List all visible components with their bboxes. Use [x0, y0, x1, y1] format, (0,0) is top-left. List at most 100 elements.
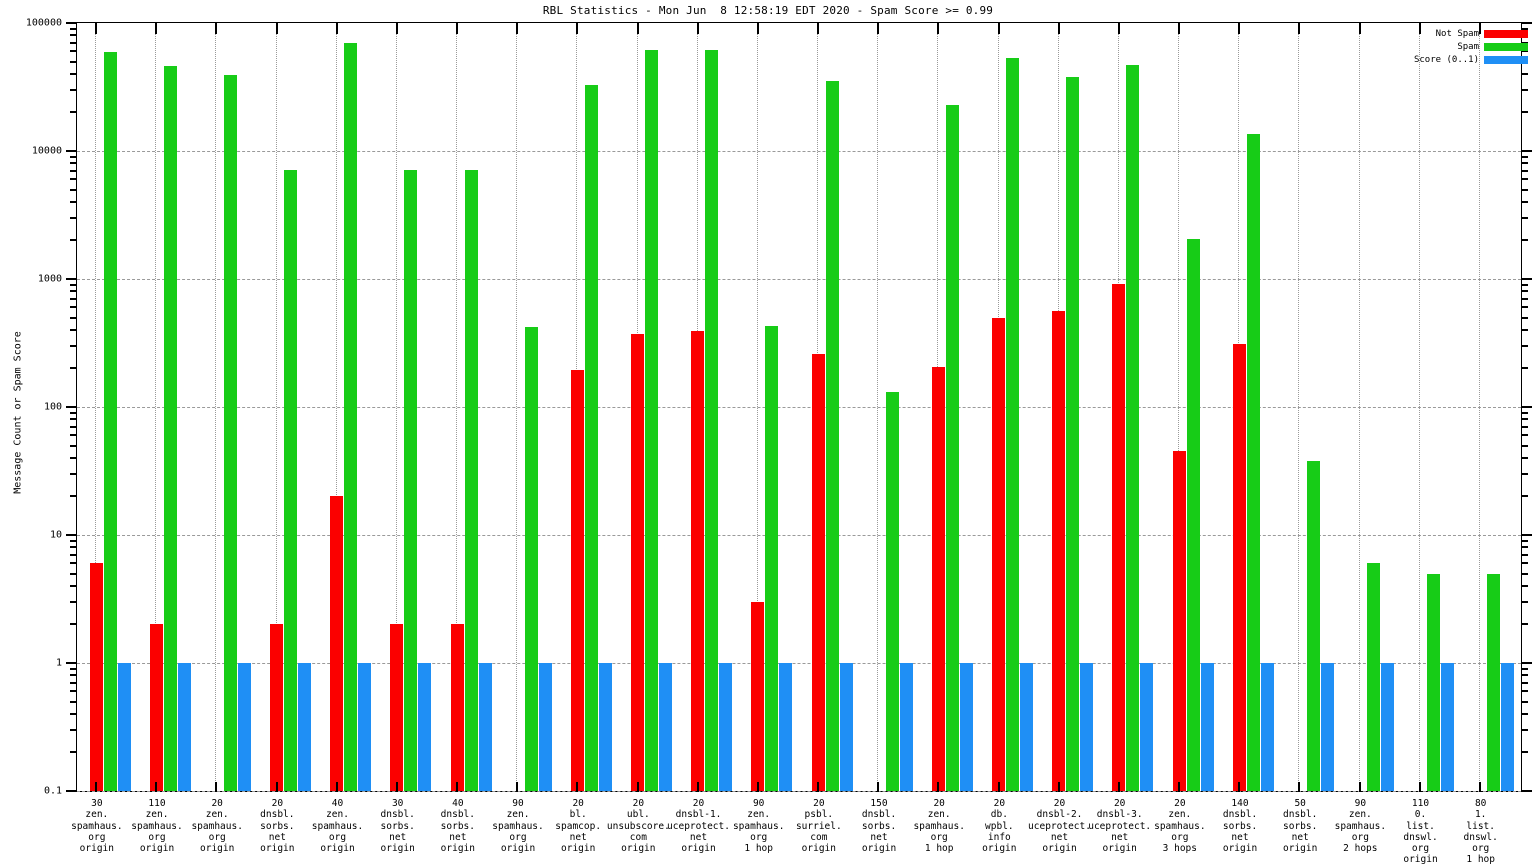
y-axis-minor-tick-right [1521, 728, 1528, 731]
y-axis-minor-tick-right [1521, 50, 1528, 53]
y-axis-minor-tick-right [1521, 674, 1528, 677]
y-axis-minor-tick [70, 306, 77, 309]
y-axis-tick [66, 662, 77, 664]
y-axis-minor-tick [70, 155, 77, 158]
bar-not-spam [751, 601, 765, 791]
y-axis-minor-tick-right [1521, 169, 1528, 172]
y-axis-minor-tick-right [1521, 539, 1528, 542]
y-axis-minor-tick [70, 584, 77, 587]
x-axis-tick-top [696, 23, 699, 34]
bar-not-spam [1052, 311, 1066, 791]
y-axis-minor-tick [70, 425, 77, 428]
y-axis-minor-tick-right [1521, 178, 1528, 181]
bar-spam [103, 52, 117, 791]
bar-score [1020, 663, 1034, 791]
y-axis-minor-tick-right [1521, 546, 1528, 549]
x-axis-tick-bottom [215, 782, 218, 792]
bar-spam [1246, 134, 1260, 791]
x-gridline [1478, 23, 1480, 791]
y-axis-minor-tick-right [1521, 600, 1528, 603]
y-axis-minor-tick [70, 60, 77, 63]
y-axis-minor-tick-right [1521, 155, 1528, 158]
x-gridline [395, 23, 397, 791]
x-axis-tick-bottom [636, 782, 639, 792]
bar-not-spam [330, 496, 344, 791]
x-axis-tick-bottom [275, 782, 278, 792]
y-axis-minor-tick [70, 674, 77, 677]
y-axis-minor-tick [70, 290, 77, 293]
x-axis-tick-top [1418, 23, 1421, 34]
y-axis-minor-tick [70, 162, 77, 165]
bar-score [1381, 663, 1395, 791]
bar-score [959, 663, 973, 791]
y-axis-minor-tick [70, 316, 77, 319]
y-axis-minor-tick [70, 411, 77, 414]
bar-spam [1126, 64, 1140, 791]
y-axis-minor-tick-right [1521, 328, 1528, 331]
x-axis-tick-bottom [1178, 782, 1181, 792]
y-gridline [77, 791, 1521, 792]
x-gridline [1298, 23, 1300, 791]
bar-spam [1066, 76, 1080, 791]
x-axis-tick-top [1478, 23, 1481, 34]
y-axis-minor-tick-right [1521, 344, 1528, 347]
legend-label: Spam [1457, 41, 1479, 52]
x-gridline [516, 23, 518, 791]
bar-spam [645, 49, 659, 791]
y-axis-minor-tick-right [1521, 72, 1528, 75]
y-axis-minor-tick-right [1521, 572, 1528, 575]
x-axis-tick-bottom [1238, 782, 1241, 792]
bar-score [1501, 663, 1515, 791]
y-axis-minor-tick-right [1521, 681, 1528, 684]
y-axis-minor-tick-right [1521, 283, 1528, 286]
y-axis-minor-tick [70, 623, 77, 626]
y-axis-minor-tick [70, 700, 77, 703]
bar-spam [945, 104, 959, 791]
bar-spam [404, 170, 418, 791]
x-axis-tick-bottom [456, 782, 459, 792]
x-axis-tick-bottom [877, 782, 880, 792]
bar-spam [464, 170, 478, 791]
y-axis-minor-tick [70, 690, 77, 693]
y-axis-label: 1000 [37, 273, 62, 285]
x-gridline [1418, 23, 1420, 791]
y-axis-minor-tick [70, 88, 77, 91]
y-axis-minor-tick-right [1521, 162, 1528, 165]
bar-score [298, 663, 312, 791]
x-axis-tick-top [636, 23, 639, 34]
bar-not-spam [631, 334, 645, 791]
legend-item: Spam [1414, 40, 1528, 53]
y-axis-tick-right [1521, 150, 1532, 152]
bar-score [1320, 663, 1334, 791]
y-axis-minor-tick-right [1521, 367, 1528, 370]
bar-score [538, 663, 552, 791]
y-axis-minor-tick [70, 539, 77, 542]
x-axis-label: 80 1. list. dnswl. org 1 hop [1463, 798, 1498, 864]
y-gridline [77, 535, 1521, 536]
y-axis-minor-tick [70, 344, 77, 347]
bar-score [177, 663, 191, 791]
y-axis-minor-tick [70, 297, 77, 300]
bar-spam [1427, 573, 1441, 791]
bar-not-spam [1112, 284, 1126, 791]
y-axis-minor-tick [70, 200, 77, 203]
y-axis-minor-tick [70, 111, 77, 114]
x-axis-tick-bottom [155, 782, 158, 792]
x-axis-tick-top [95, 23, 98, 34]
x-axis-tick-top [877, 23, 880, 34]
bar-spam [1367, 563, 1381, 791]
x-gridline [275, 23, 277, 791]
y-axis-label: 0.1 [43, 785, 62, 797]
x-axis-tick-bottom [95, 782, 98, 792]
legend-label: Score (0..1) [1413, 54, 1479, 65]
y-gridline [77, 279, 1521, 280]
y-axis-minor-tick [70, 188, 77, 191]
bar-score [659, 663, 673, 791]
x-gridline [877, 23, 879, 791]
x-axis-label: 40 dnsbl. sorbs. net origin [440, 798, 476, 855]
y-axis-minor-tick-right [1521, 425, 1528, 428]
y-axis-minor-tick-right [1521, 411, 1528, 414]
y-axis-minor-tick-right [1521, 553, 1528, 556]
bar-score [899, 663, 913, 791]
x-axis-tick-bottom [516, 782, 519, 792]
